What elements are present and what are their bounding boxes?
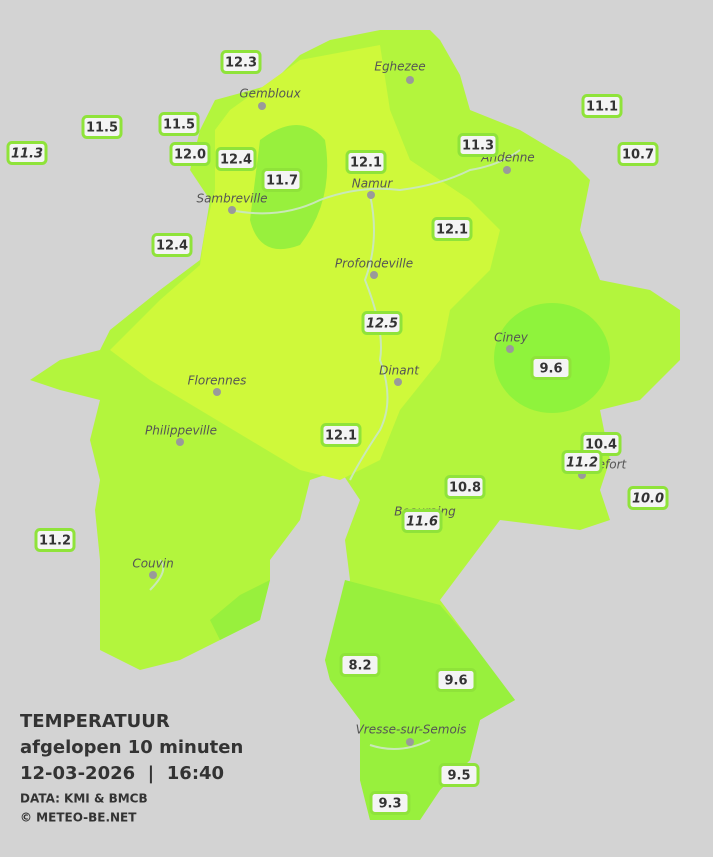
- city-dot: [367, 191, 375, 199]
- station-box: [457, 133, 499, 157]
- station-value: 12.4: [156, 239, 188, 254]
- station-value: 11.7: [266, 174, 298, 189]
- station-box: [151, 233, 193, 257]
- city-dot: [228, 206, 236, 214]
- city-dot: [213, 388, 221, 396]
- city-dot: [406, 738, 414, 746]
- cool-zone: [210, 580, 270, 640]
- city-dot: [506, 345, 514, 353]
- station-box: [339, 653, 381, 677]
- station-box: [581, 94, 623, 118]
- stations: 12.3 11.5 11.5 11.3 12.0 12.4 11.7 12.1 11.3 11.1…: [6, 50, 669, 815]
- city-name: Sambreville: [196, 192, 267, 206]
- legend-source: DATA: KMI & BMCB: [20, 792, 148, 806]
- station-box: [169, 142, 211, 166]
- cities: EghezeeGemblouxAndenneNamurSambrevillePr…: [132, 60, 628, 746]
- city-dot: [406, 76, 414, 84]
- warm-zone: [110, 45, 500, 480]
- station-value: 11.2: [39, 534, 71, 549]
- station-value: 9.6: [539, 362, 562, 377]
- station-value: 12.5: [366, 317, 398, 332]
- station-box: [215, 147, 257, 171]
- station-box: [444, 475, 486, 499]
- station-value: 12.0: [174, 148, 206, 163]
- station-value: 9.6: [444, 674, 467, 689]
- city-name: Florennes: [188, 374, 247, 388]
- legend-heading: TEMPERATUUR: [20, 711, 170, 732]
- city-name: Namur: [352, 177, 394, 191]
- city-name: Dinant: [379, 364, 420, 378]
- station-box: [345, 150, 387, 174]
- station-value: 12.1: [436, 223, 468, 238]
- station-box: [561, 450, 603, 474]
- station-value: 10.7: [622, 148, 654, 163]
- legend-subheading: afgelopen 10 minuten: [20, 737, 243, 758]
- station-box: [617, 142, 659, 166]
- station-value: 10.4: [585, 438, 617, 453]
- station-box: [81, 115, 123, 139]
- city-dot: [503, 166, 511, 174]
- station-box: [361, 311, 403, 335]
- city-dot: [176, 438, 184, 446]
- city-name: Gembloux: [239, 87, 301, 101]
- station-box: [6, 141, 48, 165]
- city-name: Vresse-sur-Semois: [356, 723, 467, 737]
- station-value: 8.2: [348, 659, 371, 674]
- legend-copyright: © METEO-BE.NET: [20, 811, 137, 825]
- station-value: 10.8: [449, 481, 481, 496]
- station-box: [220, 50, 262, 74]
- river: [149, 149, 521, 750]
- station-value: 11.5: [86, 121, 118, 136]
- city-name: Profondeville: [335, 257, 413, 271]
- station-box: [401, 509, 443, 533]
- station-value: 11.5: [163, 118, 195, 133]
- station-value: 11.3: [462, 139, 494, 154]
- station-box: [320, 423, 362, 447]
- city-name: Couvin: [132, 557, 173, 571]
- station-value: 11.2: [566, 456, 598, 471]
- city-dot: [258, 102, 266, 110]
- station-box: [435, 668, 477, 692]
- station-value: 11.1: [586, 100, 618, 115]
- city-name: Philippeville: [145, 424, 217, 438]
- station-box: [261, 168, 303, 192]
- station-value: 9.5: [447, 769, 470, 784]
- station-value: 12.3: [225, 56, 257, 71]
- station-box: [627, 486, 669, 510]
- station-value: 12.4: [220, 153, 252, 168]
- station-box: [438, 763, 480, 787]
- station-box: [369, 791, 411, 815]
- station-value: 11.6: [406, 515, 438, 530]
- city-dot: [149, 571, 157, 579]
- station-box: [431, 217, 473, 241]
- city-dot: [394, 378, 402, 386]
- city-name: Ciney: [494, 331, 529, 345]
- cool-zone: [325, 580, 515, 820]
- legend-datetime: 12-03-2026 | 16:40: [20, 763, 224, 784]
- station-value: 10.0: [632, 492, 664, 507]
- station-box: [34, 528, 76, 552]
- station-value: 12.1: [325, 429, 357, 444]
- station-box: [530, 356, 572, 380]
- city-name: Eghezee: [374, 60, 425, 74]
- station-value: 11.3: [11, 147, 43, 162]
- station-value: 12.1: [350, 156, 382, 171]
- city-dot: [370, 271, 378, 279]
- station-box: [158, 112, 200, 136]
- station-value: 9.3: [378, 797, 401, 812]
